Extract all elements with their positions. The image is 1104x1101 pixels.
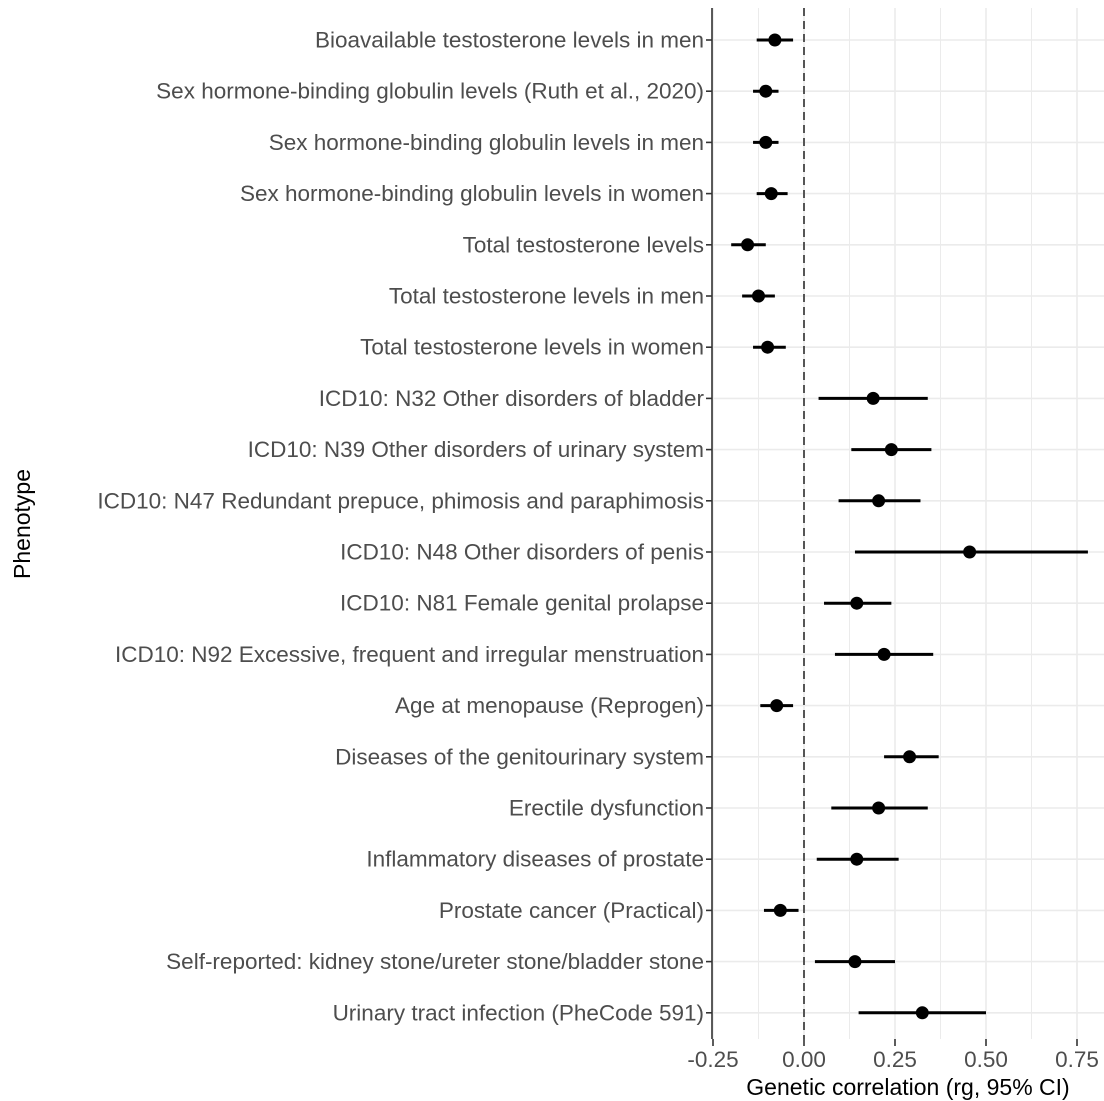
estimate-point (764, 187, 778, 201)
estimate-point (872, 494, 886, 508)
estimate-point (903, 750, 917, 764)
estimate-point (768, 33, 782, 47)
x-tick-label: 0.75 (1055, 1047, 1099, 1072)
estimate-point (761, 340, 775, 354)
phenotype-label: Diseases of the genitourinary system (335, 744, 704, 769)
phenotype-label: Age at menopause (Reprogen) (395, 693, 704, 718)
x-tick-label: -0.25 (687, 1047, 738, 1072)
x-axis-title: Genetic correlation (rg, 95% CI) (746, 1074, 1069, 1100)
phenotype-label: Self-reported: kidney stone/ureter stone… (166, 949, 704, 974)
estimate-point (759, 84, 773, 98)
phenotype-label: Bioavailable testosterone levels in men (315, 28, 704, 53)
estimate-point (866, 391, 880, 405)
estimate-point (759, 135, 773, 149)
estimate-point (850, 596, 864, 610)
y-axis-ticks (706, 39, 712, 1014)
phenotype-label: ICD10: N48 Other disorders of penis (340, 540, 704, 565)
phenotype-label: Erectile dysfunction (509, 796, 704, 821)
estimate-point (963, 545, 977, 559)
estimate-point (770, 699, 784, 713)
phenotype-label: ICD10: N39 Other disorders of urinary sy… (248, 437, 704, 462)
x-tick-label: 0.00 (782, 1047, 826, 1072)
phenotype-label: Total testosterone levels in women (360, 335, 704, 360)
phenotype-label: Total testosterone levels in men (389, 284, 704, 309)
phenotype-label: Total testosterone levels (463, 232, 704, 257)
phenotype-label: ICD10: N92 Excessive, frequent and irreg… (115, 642, 704, 667)
estimate-point (915, 1006, 929, 1020)
phenotype-label: ICD10: N32 Other disorders of bladder (319, 386, 705, 411)
phenotype-label: Sex hormone-binding globulin levels (Rut… (156, 79, 704, 104)
estimate-point (850, 852, 864, 866)
x-tick-label: 0.25 (873, 1047, 917, 1072)
estimate-point (741, 238, 755, 252)
estimate-point (884, 443, 898, 457)
y-axis-title: Phenotype (9, 469, 35, 579)
plot-panel (712, 8, 1104, 1039)
phenotype-label: Urinary tract infection (PheCode 591) (333, 1000, 704, 1025)
estimate-point (877, 647, 891, 661)
phenotype-label: Prostate cancer (Practical) (439, 898, 704, 923)
estimate-point (872, 801, 886, 815)
phenotype-label: Inflammatory diseases of prostate (366, 847, 704, 872)
estimate-point (848, 955, 862, 969)
estimate-point (773, 903, 787, 917)
estimate-points (741, 33, 977, 1020)
estimate-point (752, 289, 765, 303)
phenotype-label: Sex hormone-binding globulin levels in m… (269, 130, 704, 155)
phenotype-label: Sex hormone-binding globulin levels in w… (240, 181, 704, 206)
phenotype-label: ICD10: N81 Female genital prolapse (340, 591, 704, 616)
x-axis-ticks (712, 1039, 1078, 1046)
phenotype-label: ICD10: N47 Redundant prepuce, phimosis a… (97, 488, 704, 513)
x-tick-label: 0.50 (964, 1047, 1008, 1072)
y-axis-tick-labels: Bioavailable testosterone levels in men S… (97, 28, 704, 1026)
x-axis-tick-labels: -0.25 0.00 0.25 0.50 0.75 (687, 1047, 1099, 1072)
